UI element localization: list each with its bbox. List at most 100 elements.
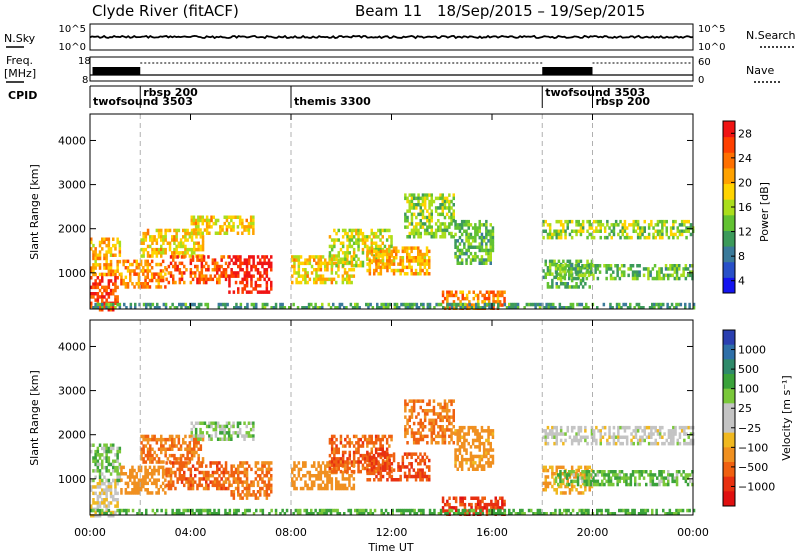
velocity-colorbar-swatch (723, 374, 735, 390)
cpid-segment-label: rbsp 200 (596, 95, 651, 108)
velocity-colorbar-tick: 25 (738, 402, 752, 415)
cpid-label: CPID (8, 89, 37, 102)
velocity-colorbar-tick: −100 (738, 441, 768, 454)
power-region-10 (404, 193, 455, 239)
power-colorbar-swatch (723, 121, 735, 138)
velocity-colorbar-tick: 1000 (738, 344, 766, 357)
cpid-segment-label: twofsound 3503 (93, 95, 193, 108)
freq-label: Freq. (6, 54, 33, 67)
x-tick-label: 00:00 (677, 526, 709, 539)
velocity-y-tick-label: 4000 (58, 340, 86, 353)
twofsound-freq-block (542, 67, 593, 75)
power-colorbar-tick: 20 (738, 176, 752, 189)
power-colorbar-tick: 4 (738, 275, 745, 288)
cpid-segment-label: rbsp 200 (143, 86, 198, 99)
noise-sky-label: N.Sky (4, 32, 36, 45)
velocity-region-10 (404, 399, 455, 445)
velocity-region-12 (454, 425, 495, 471)
power-region-16 (92, 302, 696, 310)
velocity-y-tick-label: 2000 (58, 429, 86, 442)
freq-panel: Freq. [MHz] 18 8 60 0 Nave (4, 54, 780, 86)
date-range: 18/Sep/2015 – 19/Sep/2015 (437, 2, 645, 20)
velocity-colorbar-tick: 500 (738, 363, 759, 376)
velocity-region-15 (554, 470, 694, 487)
velocity-colorbar-label: Velocity [m s⁻¹] (780, 375, 793, 460)
power-y-tick-label: 2000 (58, 223, 86, 236)
power-colorbar-tick: 8 (738, 250, 745, 263)
power-region-4 (165, 255, 230, 285)
velocity-colorbar-swatch (723, 330, 735, 346)
velocity-colorbar-swatch (723, 403, 735, 419)
power-colorbar-tick: 28 (738, 127, 752, 140)
velocity-colorbar-swatch (723, 388, 735, 404)
power-panel: Slant Range [km] 1000 2000 3000 4000 (28, 113, 696, 312)
power-colorbar-tick: 24 (738, 152, 752, 165)
nave-label: Nave (746, 64, 774, 77)
velocity-y-tick-label: 1000 (58, 473, 86, 486)
cpid-segment-label: twofsound 3503 (545, 86, 645, 99)
power-region-5 (190, 215, 255, 235)
velocity-colorbar-tick: 100 (738, 383, 759, 396)
x-tick-label: 16:00 (476, 526, 508, 539)
noise-panel: N.Sky 10^5 10^0 10^5 10^0 N.Search (4, 23, 796, 53)
velocity-y-tick-label: 3000 (58, 385, 86, 398)
velocity-colorbar-swatch (723, 344, 735, 360)
velocity-region-5 (190, 421, 255, 441)
velocity-colorbar-tick: −1000 (738, 480, 775, 493)
noise-sky-trace (89, 34, 694, 40)
velocity-region-8 (328, 434, 393, 474)
velocity-colorbar-swatch (723, 432, 735, 448)
power-colorbar-label: Power [dB] (758, 182, 771, 242)
velocity-colorbar-swatch (723, 447, 735, 463)
power-colorbar-tick: 12 (738, 226, 752, 239)
velocity-region-1 (90, 443, 122, 483)
x-tick-label: 12:00 (376, 526, 408, 539)
power-region-15 (554, 264, 694, 281)
power-y-tick-label: 1000 (58, 267, 86, 280)
noise-left-tick-bottom: 10^0 (59, 42, 86, 53)
power-colorbar-swatch (723, 261, 735, 278)
x-tick-label: 20:00 (577, 526, 609, 539)
power-colorbar-swatch (723, 277, 735, 294)
power-region-2 (120, 259, 167, 289)
power-y-tick-label: 4000 (58, 134, 86, 147)
freq-left-tick-top: 18 (78, 56, 91, 67)
velocity-region-0 (90, 478, 119, 518)
velocity-region-14 (542, 425, 695, 446)
noise-right-tick-bottom: 10^0 (698, 42, 725, 53)
x-tick-label: 08:00 (275, 526, 307, 539)
power-region-6 (228, 255, 273, 294)
noise-right-tick-top: 10^5 (698, 24, 725, 35)
x-axis-label: Time UT (367, 541, 413, 554)
freq-left-tick-bottom: 8 (82, 75, 88, 86)
plot-title: Clyde River (fitACF) (92, 2, 239, 20)
power-colorbar-swatch (723, 230, 735, 247)
velocity-colorbar-swatch (723, 476, 735, 492)
velocity-colorbar-tick: −25 (738, 422, 761, 435)
power-colorbar-swatch (723, 136, 735, 153)
velocity-region-2 (120, 465, 167, 495)
velocity-panel: Slant Range [km] 1000 2000 3000 4000 (28, 319, 696, 518)
x-tick-label: 04:00 (175, 526, 207, 539)
velocity-colorbar-swatch (723, 359, 735, 375)
power-region-9 (366, 246, 431, 276)
power-colorbar-swatch (723, 183, 735, 200)
velocity-colorbar-tick: −500 (738, 461, 768, 474)
power-region-14 (542, 219, 695, 240)
power-colorbar-swatch (723, 152, 735, 169)
velocity-region-4 (165, 461, 230, 491)
power-colorbar-swatch (723, 167, 735, 185)
freq-right-tick-bottom: 0 (698, 75, 704, 86)
x-tick-label: 00:00 (74, 526, 106, 539)
velocity-colorbar-swatch (723, 462, 735, 478)
freq-right-tick-top: 60 (698, 57, 711, 68)
velocity-colorbar-swatch (723, 418, 735, 434)
noise-left-tick-top: 10^5 (59, 24, 86, 35)
power-colorbar-swatch (723, 199, 735, 216)
power-region-1 (90, 237, 122, 277)
power-region-12 (454, 219, 495, 265)
beam-label: Beam 11 (355, 2, 422, 20)
velocity-region-9 (366, 452, 431, 482)
